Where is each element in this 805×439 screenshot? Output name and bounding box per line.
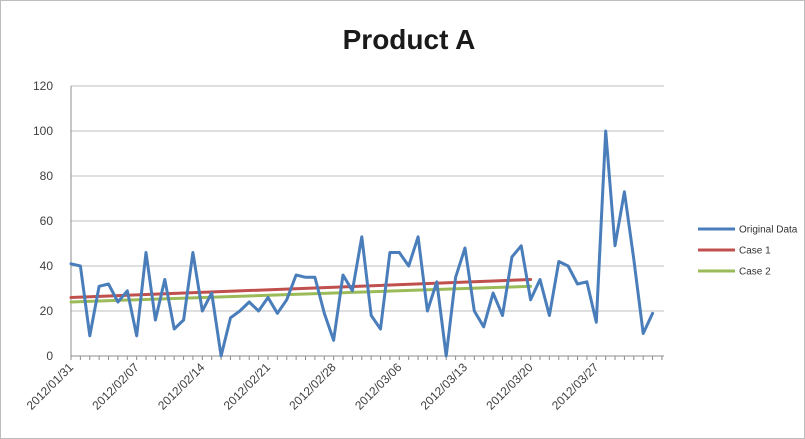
y-tick-label: 40 [40, 259, 54, 273]
x-tick-label: 2012/02/07 [89, 360, 142, 413]
y-axis-tick-labels: 0 20 40 60 80 100 120 [33, 79, 53, 363]
y-tick-label: 80 [40, 169, 54, 183]
x-tick-label: 2012/03/13 [418, 360, 471, 413]
legend-label-case-1: Case 1 [739, 246, 771, 257]
legend: Original Data Case 1 Case 2 [698, 225, 798, 278]
gridlines [71, 85, 664, 312]
legend-label-case-2: Case 2 [739, 267, 771, 278]
y-tick-label: 120 [33, 79, 53, 93]
series-lines [69, 129, 655, 358]
x-tick-label: 2012/02/28 [286, 360, 339, 413]
series-line-original-data [69, 129, 655, 358]
legend-label-original-data: Original Data [739, 225, 798, 236]
y-tick-label: 0 [46, 349, 53, 363]
y-tick-label: 100 [33, 124, 53, 138]
x-tick-label: 2012/03/20 [483, 360, 536, 413]
x-tick-label: 2012/03/27 [549, 360, 602, 413]
x-axis-tick-labels: 2012/01/31 2012/02/07 2012/02/14 2012/02/21… [24, 360, 602, 413]
y-tick-label: 20 [40, 304, 54, 318]
chart-title: Product A [343, 24, 476, 55]
y-tick-label: 60 [40, 214, 54, 228]
x-tick-label: 2012/01/31 [24, 360, 77, 413]
x-tick-label: 2012/02/14 [155, 360, 208, 413]
x-tick-label: 2012/03/06 [352, 360, 405, 413]
axes [70, 86, 664, 360]
x-tick-label: 2012/02/21 [221, 360, 274, 413]
